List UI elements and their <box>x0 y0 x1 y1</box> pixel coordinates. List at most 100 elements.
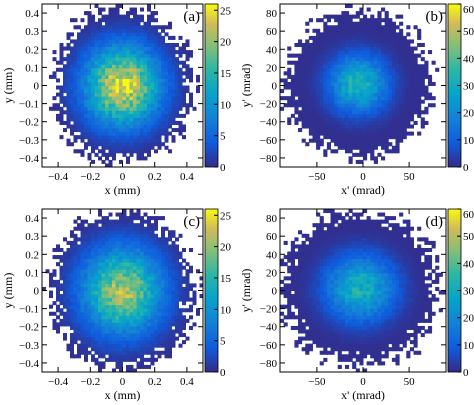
heatmap-cell <box>366 255 371 260</box>
heatmap-cell <box>363 32 368 37</box>
heatmap-cell <box>108 322 113 327</box>
heatmap-cell <box>298 57 303 62</box>
heatmap-cell <box>140 357 144 362</box>
heatmap-cell <box>129 99 134 104</box>
heatmap-cell <box>73 53 78 58</box>
heatmap-cell <box>355 152 360 157</box>
heatmap-cell <box>122 60 127 65</box>
heatmap-cell <box>94 138 99 143</box>
heatmap-cell <box>341 25 346 30</box>
heatmap-cell <box>287 103 292 108</box>
heatmap-cell <box>126 333 130 338</box>
heatmap-cell <box>112 283 116 288</box>
heatmap-cell <box>91 304 95 309</box>
heatmap-cell <box>136 131 141 136</box>
heatmap-cell <box>312 247 317 253</box>
heatmap-cell <box>87 269 92 274</box>
heatmap-cell <box>161 297 165 302</box>
heatmap-cell <box>319 265 324 270</box>
heatmap-cell <box>294 106 299 111</box>
heatmap-cell <box>115 124 120 129</box>
heatmap-cell <box>119 364 123 369</box>
heatmap-cell <box>301 283 306 288</box>
heatmap-cell <box>154 251 158 256</box>
heatmap-cell <box>136 311 141 316</box>
heatmap-cell <box>66 117 71 122</box>
heatmap-cell <box>377 85 382 90</box>
heatmap-cell <box>150 322 155 327</box>
heatmap-cell <box>352 244 357 249</box>
heatmap-cell <box>108 251 113 256</box>
heatmap-cell <box>298 290 303 295</box>
heatmap-cell <box>136 156 141 161</box>
heatmap-cell <box>70 103 74 108</box>
heatmap-cell <box>366 18 371 23</box>
heatmap-cell <box>359 347 364 352</box>
heatmap-cell <box>154 71 158 76</box>
heatmap-cell <box>108 233 113 238</box>
y-tick-label: −0.3 <box>19 340 39 352</box>
heatmap-cell <box>287 283 292 288</box>
heatmap-cell <box>344 78 350 83</box>
heatmap-cell <box>182 290 186 295</box>
heatmap-cell <box>140 78 144 83</box>
heatmap-cell <box>147 67 151 72</box>
heatmap-cell <box>77 39 81 44</box>
heatmap-cell <box>80 347 85 352</box>
heatmap-cell <box>115 60 120 65</box>
heatmap-cell <box>182 247 186 253</box>
heatmap-cell <box>56 297 60 302</box>
heatmap-cell <box>143 35 148 40</box>
heatmap-cell <box>348 89 353 94</box>
heatmap-cell <box>136 340 141 345</box>
heatmap-cell <box>377 25 382 30</box>
heatmap-cell <box>143 120 148 125</box>
heatmap-cell <box>73 110 78 115</box>
heatmap-cell <box>355 113 360 118</box>
heatmap-cell <box>312 78 317 83</box>
heatmap-cell <box>373 138 378 143</box>
heatmap-cell <box>119 35 123 40</box>
heatmap-cell <box>355 60 360 65</box>
heatmap-cell <box>105 64 109 69</box>
heatmap-cell <box>87 262 92 267</box>
heatmap-cell <box>366 297 371 302</box>
heatmap-cell <box>84 46 88 51</box>
heatmap-cell <box>370 25 375 30</box>
heatmap-cell <box>352 39 357 44</box>
heatmap-cell <box>175 318 179 323</box>
heatmap-cell <box>178 120 183 125</box>
heatmap-cell <box>161 99 165 104</box>
heatmap-cell <box>136 333 141 338</box>
heatmap-cell <box>366 25 371 30</box>
heatmap-cell <box>402 42 407 48</box>
heatmap-cell <box>171 333 176 338</box>
heatmap-cell <box>366 131 371 136</box>
heatmap-cell <box>164 294 169 299</box>
heatmap-cell <box>66 78 71 83</box>
heatmap-cell <box>363 283 368 288</box>
heatmap-cell <box>140 240 144 245</box>
heatmap-cell <box>168 283 172 288</box>
heatmap-cell <box>98 32 102 37</box>
heatmap-cell <box>373 340 378 345</box>
heatmap-cell <box>326 78 332 83</box>
heatmap-cell <box>122 42 127 48</box>
heatmap-cell <box>77 265 81 270</box>
heatmap-cell <box>154 96 158 101</box>
heatmap-cell <box>77 50 81 55</box>
heatmap-cell <box>129 240 134 245</box>
heatmap-cell <box>319 294 324 299</box>
heatmap-cell <box>294 237 299 242</box>
heatmap-cell <box>330 113 335 118</box>
heatmap-cell <box>352 110 357 115</box>
heatmap-cell <box>140 103 144 108</box>
heatmap-cell <box>154 32 158 37</box>
heatmap-cell <box>119 233 123 238</box>
heatmap-cell <box>122 152 127 157</box>
heatmap-cell <box>136 244 141 249</box>
heatmap-cell <box>98 209 102 214</box>
heatmap-cell <box>84 311 88 316</box>
heatmap-cell <box>431 60 436 65</box>
heatmap-cell <box>154 138 158 143</box>
